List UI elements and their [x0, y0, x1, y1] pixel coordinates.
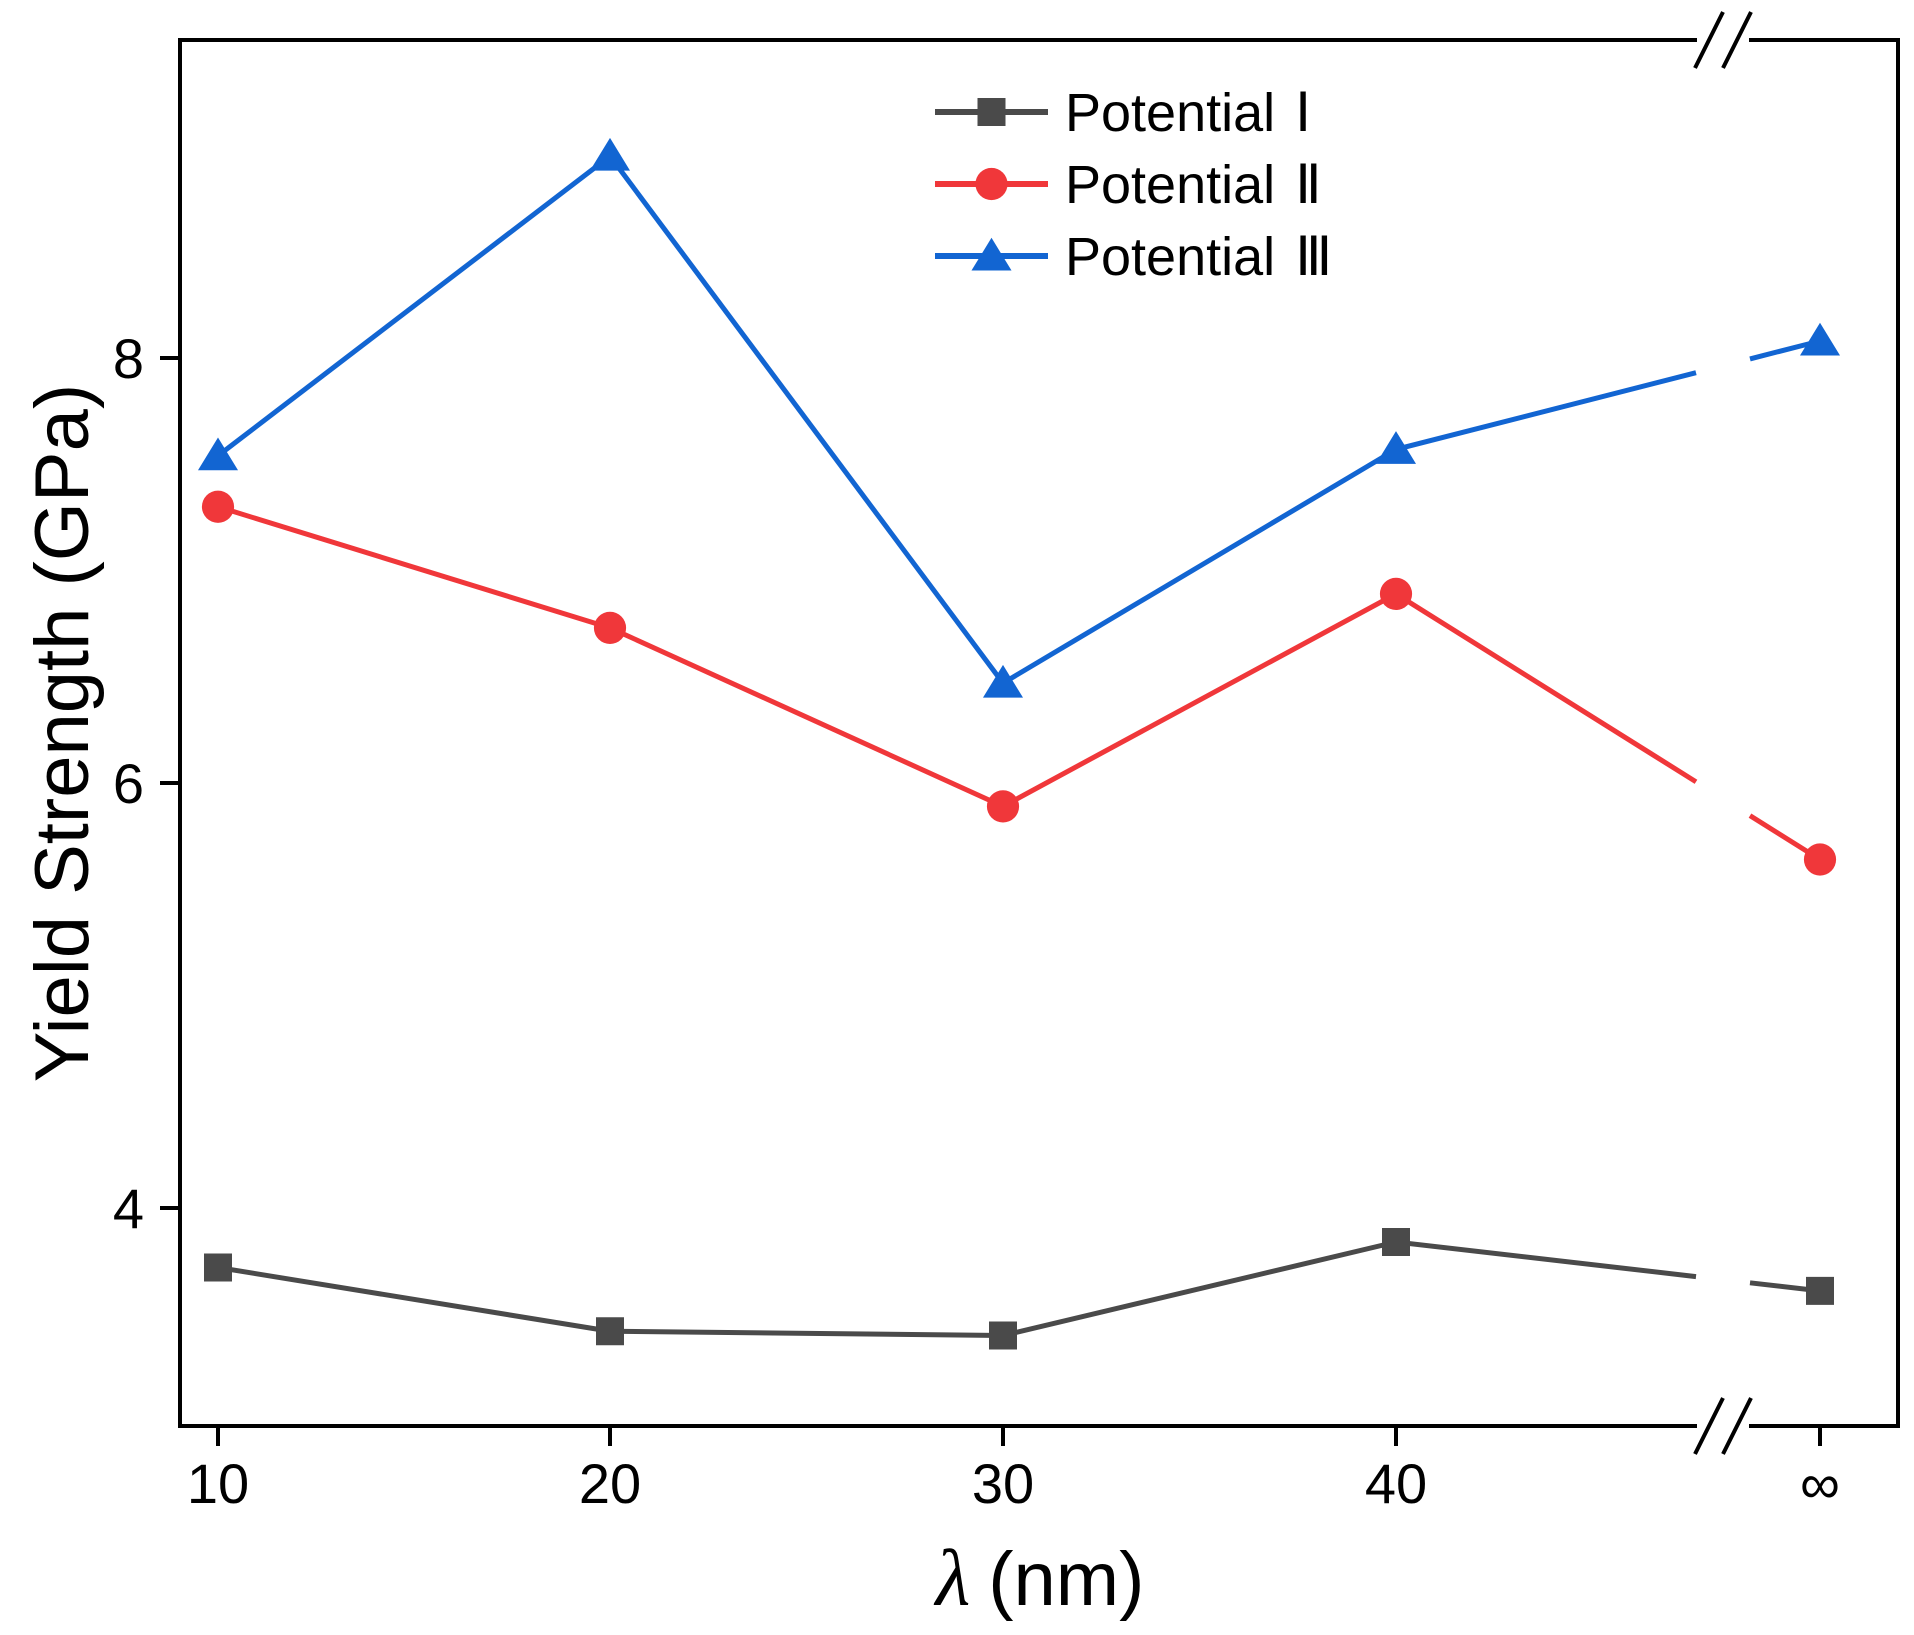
- x-tick-label: 30: [972, 1452, 1034, 1515]
- legend-item: Potential Ⅰ: [935, 83, 1311, 143]
- axis-ticks: [160, 356, 1822, 1446]
- legend-label: Potential Ⅱ: [1065, 155, 1322, 215]
- series-potential-3: [197, 137, 1841, 698]
- series-line-segment: [1002, 1239, 1397, 1338]
- x-axis-unit: (nm): [988, 1537, 1144, 1622]
- legend-item: Potential Ⅱ: [935, 155, 1322, 215]
- y-tick-label: 8: [113, 327, 144, 390]
- data-point-circle: [201, 490, 235, 523]
- y-tick-label: 4: [113, 1177, 144, 1240]
- series-line-segment: [217, 504, 611, 631]
- axis-break-mark: [1721, 1397, 1753, 1455]
- data-point-circle: [1379, 577, 1413, 610]
- series-line-segment: [217, 1265, 611, 1334]
- data-point-square: [596, 1317, 624, 1346]
- data-point-triangle: [197, 437, 239, 471]
- series-layer: [197, 137, 1841, 1350]
- x-tick-label: 10: [187, 1452, 249, 1515]
- data-point-triangle: [589, 137, 631, 171]
- legend-roman-numeral: Ⅱ: [1295, 155, 1322, 215]
- series-potential-2: [201, 490, 1837, 876]
- series-line-segment: [1395, 1239, 1697, 1280]
- series-line-segment: [1395, 370, 1697, 452]
- data-point-circle: [975, 167, 1008, 201]
- legend-label: Potential Ⅰ: [1065, 83, 1311, 143]
- data-point-square: [989, 1321, 1017, 1350]
- tick-labels: 10 20 30 40 ∞ 4 6 8: [113, 327, 1840, 1515]
- data-point-triangle: [982, 664, 1024, 698]
- y-axis-title: Yield Strength (GPa): [20, 384, 105, 1082]
- series-line-segment: [608, 625, 1005, 809]
- axis-break-mark: [1693, 11, 1725, 69]
- data-point-circle: [1803, 843, 1837, 876]
- data-point-circle: [593, 611, 627, 644]
- series-line-segment: [1001, 591, 1398, 809]
- series-line-segment: [607, 154, 1006, 685]
- legend: Potential Ⅰ Potential Ⅱ Potential Ⅲ: [935, 83, 1332, 287]
- data-point-triangle: [1375, 431, 1417, 464]
- axis-break-mark: [1721, 11, 1753, 69]
- y-tick-label: 6: [113, 752, 144, 815]
- data-point-square: [1382, 1228, 1410, 1256]
- axis-break-marks: [1693, 11, 1753, 1455]
- x-tick-label: 40: [1365, 1452, 1427, 1515]
- data-point-circle: [986, 790, 1020, 823]
- axis-break-mark: [1693, 1397, 1725, 1455]
- data-point-square: [1806, 1276, 1834, 1305]
- series-line-segment: [1394, 591, 1698, 784]
- x-axis-title: λ (nm): [934, 1535, 1145, 1623]
- x-tick-label: 20: [579, 1452, 641, 1515]
- data-point-square: [204, 1253, 232, 1282]
- data-point-square: [977, 98, 1006, 126]
- series-potential-1: [204, 1228, 1834, 1350]
- series-line-segment: [1001, 447, 1398, 686]
- data-point-triangle: [1799, 322, 1841, 356]
- x-axis-symbol: λ: [934, 1535, 971, 1623]
- legend-item: Potential Ⅲ: [935, 227, 1332, 287]
- series-line-segment: [216, 154, 612, 458]
- data-point-triangle: [971, 237, 1012, 271]
- legend-roman-numeral: Ⅲ: [1295, 227, 1332, 287]
- legend-roman-numeral: Ⅰ: [1295, 83, 1311, 143]
- plot-frame: [178, 38, 1900, 1428]
- x-tick-label: ∞: [1800, 1452, 1840, 1515]
- legend-label: Potential Ⅲ: [1065, 227, 1332, 287]
- series-line-segment: [609, 1328, 1004, 1338]
